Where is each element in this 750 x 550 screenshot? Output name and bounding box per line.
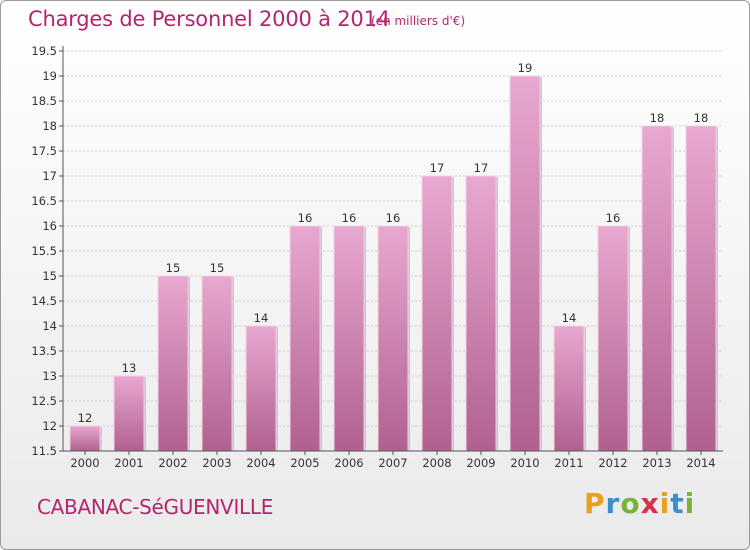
data-label: 15 [166,261,181,275]
x-tick-label: 2001 [114,456,143,470]
y-tick-label: 16 [42,219,57,233]
x-tick-label: 2003 [202,456,231,470]
y-tick-label: 12 [42,419,57,433]
x-tick-label: 2002 [158,456,187,470]
logo-letter: i [684,487,696,520]
data-label: 16 [298,211,313,225]
bar-2007 [377,225,409,452]
data-label: 18 [650,111,665,125]
x-tick-label: 2005 [290,456,319,470]
y-tick-label: 18 [42,119,57,133]
y-tick-label: 15.5 [31,244,57,258]
x-tick-label: 2006 [334,456,363,470]
bar-2012 [597,225,629,452]
bar-2006 [333,225,365,452]
y-tick-label: 15 [42,269,57,283]
bar-2005 [289,225,321,452]
data-label: 15 [210,261,225,275]
data-label: 16 [606,211,621,225]
y-tick-label: 14.5 [31,294,57,308]
labels: 11.5 12 12.5 13 13.5 14 14.5 15 15.5 16 16.5 17 17.5… [31,44,715,470]
commune-name: CABANAC-SéGUENVILLE [37,495,274,519]
y-tick-label: 19 [42,69,57,83]
logo-letter: t [670,487,685,520]
bar-2014 [685,125,717,452]
data-label: 14 [562,311,577,325]
bar-2002 [157,275,189,452]
y-tick-label: 17.5 [31,144,57,158]
logo-letter: i [659,487,671,520]
bar-2010 [509,75,541,452]
logo-letter: P [584,487,606,520]
y-tick-label: 16.5 [31,194,57,208]
bar-2004 [245,325,277,452]
data-label: 17 [430,161,445,175]
data-label: 18 [694,111,709,125]
data-label: 16 [386,211,401,225]
data-label: 19 [518,61,533,75]
data-label: 16 [342,211,357,225]
bar-2001 [113,375,145,452]
x-tick-label: 2000 [70,456,99,470]
y-tick-label: 14 [42,319,57,333]
bar-2011 [553,325,585,452]
logo-letter: r [605,487,621,520]
unit-label: (en milliers d'€) [371,14,466,28]
x-tick-label: 2008 [422,456,451,470]
y-tick-label: 12.5 [31,394,57,408]
logo-letter: x [640,487,660,520]
data-label: 14 [254,311,269,325]
x-tick-label: 2004 [246,456,275,470]
logo-letter: o [620,487,641,520]
bar-2013 [641,125,673,452]
data-label: 12 [78,411,93,425]
x-tick-label: 2010 [510,456,539,470]
bar-2003 [201,275,233,452]
x-tick-label: 2013 [642,456,671,470]
axes [59,46,723,455]
data-label: 17 [474,161,489,175]
y-tick-label: 13 [42,369,57,383]
x-tick-label: 2011 [554,456,583,470]
y-tick-label: 19.5 [31,44,57,58]
y-tick-label: 18.5 [31,94,57,108]
y-tick-label: 11.5 [31,444,57,458]
chart-title: Charges de Personnel 2000 à 2014 [28,7,390,31]
bar-2009 [465,175,497,452]
bars [69,75,718,452]
bar-2000 [69,425,101,452]
y-tick-label: 17 [42,169,57,183]
bar-2008 [421,175,453,452]
y-tick-label: 13.5 [31,344,57,358]
x-tick-label: 2014 [686,456,715,470]
proxiti-logo: Proxiti [584,487,695,520]
x-tick-label: 2007 [378,456,407,470]
x-tick-label: 2009 [466,456,495,470]
data-label: 13 [122,361,137,375]
x-tick-label: 2012 [598,456,627,470]
